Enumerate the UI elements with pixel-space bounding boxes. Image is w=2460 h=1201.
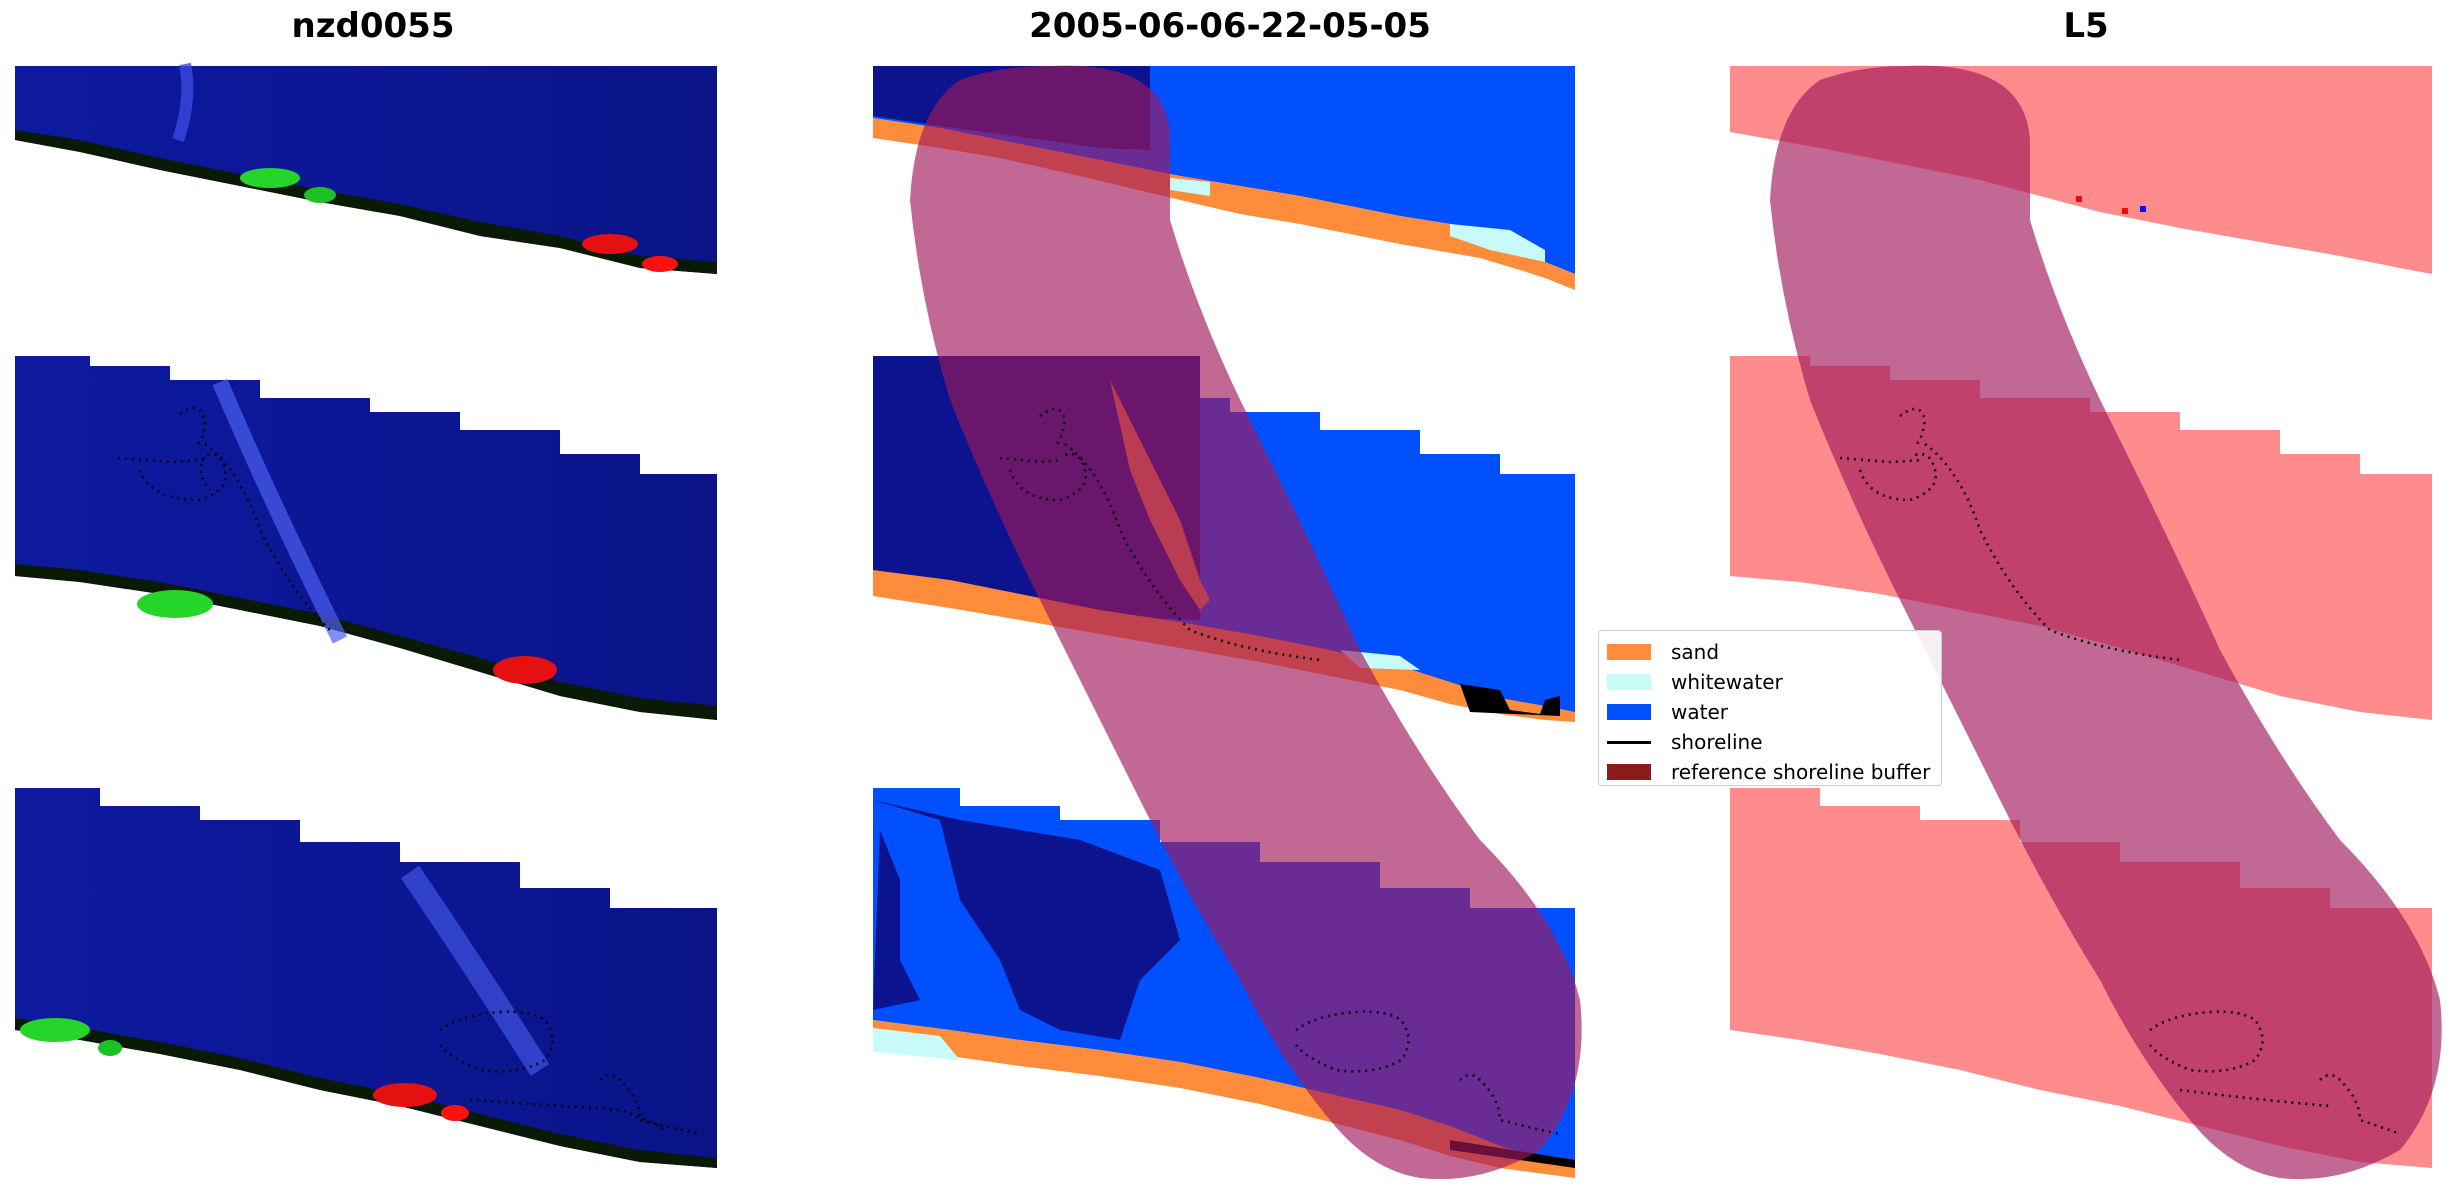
- mask-shoreline-middle: [1839, 407, 2181, 662]
- legend-label-water: water: [1671, 700, 1728, 724]
- legend-swatch-water: [1607, 704, 1651, 720]
- classified-shoreline-bottom: [1295, 1010, 1561, 1136]
- legend-swatch-sand: [1607, 644, 1651, 660]
- legend-swatch-shoreline: [1607, 740, 1651, 744]
- classified-shoreline-middle: [999, 407, 1321, 662]
- legend-item-whitewater: whitewater: [1607, 667, 1933, 697]
- legend-item-shoreline: shoreline: [1607, 727, 1933, 757]
- rgb-strip-top: [15, 62, 717, 274]
- rgb-strip-middle: [15, 356, 717, 720]
- panel-title-mask: L5: [2063, 6, 2109, 46]
- panel-title-classified: 2005-06-06-22-05-05: [1029, 6, 1431, 46]
- legend-swatch-buffer: [1607, 764, 1651, 780]
- classified-strip-middle: [873, 356, 1575, 722]
- legend-swatch-whitewater: [1607, 674, 1651, 690]
- legend-label-buffer: reference shoreline buffer: [1671, 760, 1931, 784]
- legend-item-water: water: [1607, 697, 1933, 727]
- classified-strip-top: [873, 66, 1575, 290]
- legend-item-sand: sand: [1607, 637, 1933, 667]
- legend-label-shoreline: shoreline: [1671, 730, 1763, 754]
- mask-strips: [1730, 66, 2432, 1168]
- mask-shoreline-bottom: [2149, 1010, 2401, 1136]
- legend-item-buffer: reference shoreline buffer: [1607, 757, 1933, 787]
- legend-label-sand: sand: [1671, 640, 1720, 664]
- panel-title-rgb: nzd0055: [291, 6, 455, 46]
- classified-strip-bottom: [873, 788, 1575, 1178]
- legend-label-whitewater: whitewater: [1671, 670, 1783, 694]
- legend: sand whitewater water shoreline referenc…: [1598, 630, 1942, 786]
- classified-shoreline-buffer: [910, 65, 1582, 1180]
- mask-shoreline-buffer: [1770, 65, 2442, 1180]
- rgb-strip-bottom: [15, 788, 717, 1168]
